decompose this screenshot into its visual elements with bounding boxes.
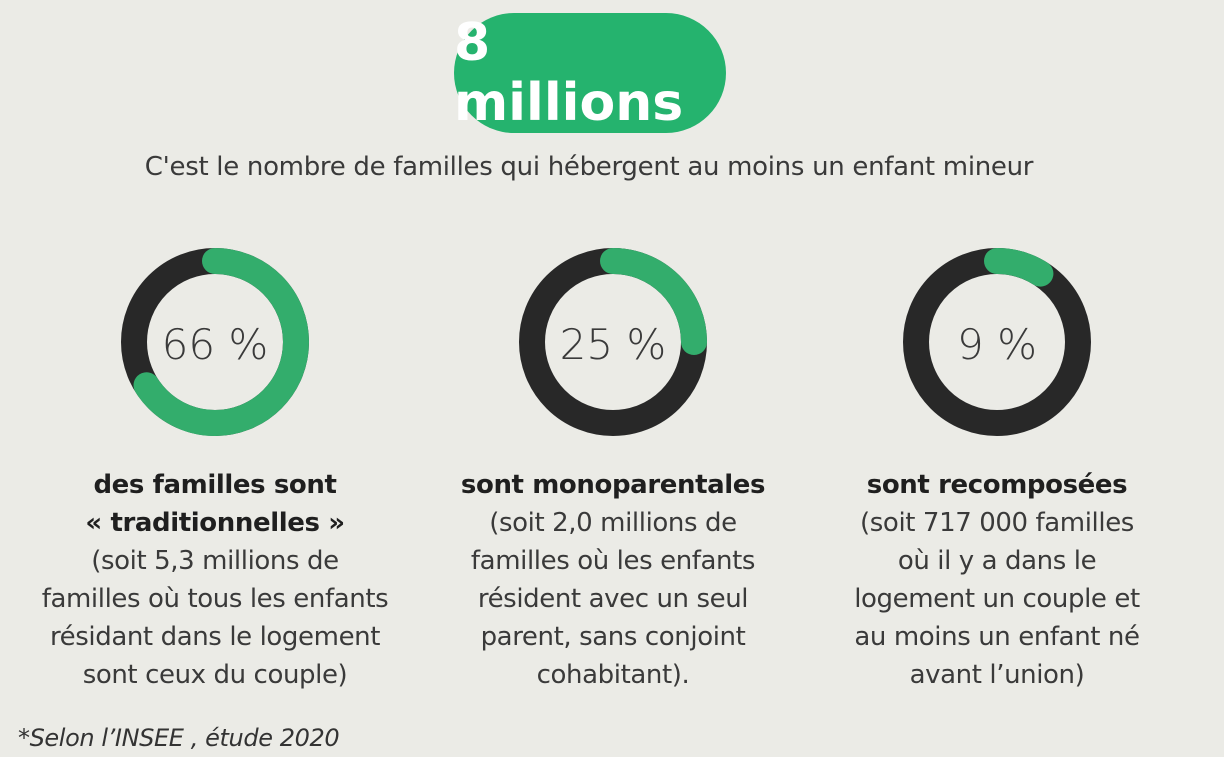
subtitle: C'est le nombre de familles qui hébergen… — [144, 152, 1034, 182]
percent-label: 9 % — [957, 320, 1037, 369]
donut-card-single-parent: 25 % sont monoparentales (soit 2,0 milli… — [423, 242, 803, 694]
donut-chart-blended: 9 % — [903, 248, 1091, 436]
donut-chart-traditional: 66 % — [121, 248, 309, 436]
caption-bold-line-1: des familles sont — [93, 470, 337, 500]
donut-chart-single-parent: 25 % — [519, 248, 707, 436]
caption-bold-line-1: sont monoparentales — [460, 470, 766, 500]
donut-card-blended: 9 % sont recomposées (soit 717 000 famil… — [807, 242, 1187, 694]
headline-badge: 8 millions — [454, 13, 726, 133]
caption: des familles sont « traditionnelles » (s… — [25, 466, 405, 694]
donut-card-traditional: 66 % des familles sont « traditionnelles… — [25, 242, 405, 694]
percent-label: 66 % — [162, 320, 269, 369]
caption: sont recomposées (soit 717 000 familles … — [807, 466, 1187, 694]
caption: sont monoparentales (soit 2,0 millions d… — [423, 466, 803, 694]
donut-arc — [903, 248, 1091, 436]
headline-value: 8 millions — [454, 13, 684, 133]
donut-arc — [121, 248, 309, 436]
caption-text: (soit 2,0 millions de familles où les en… — [470, 508, 756, 690]
caption-text: (soit 717 000 familles où il y a dans le… — [854, 508, 1140, 690]
caption-text: (soit 5,3 millions de familles où tous l… — [41, 546, 389, 690]
caption-bold-line-1: sont recomposées — [866, 470, 1128, 500]
caption-bold-line-2: « traditionnelles » — [85, 508, 345, 538]
percent-label: 25 % — [560, 320, 667, 369]
source-footnote: *Selon l’INSEE , étude 2020 — [18, 724, 340, 752]
donut-arc — [519, 248, 707, 436]
